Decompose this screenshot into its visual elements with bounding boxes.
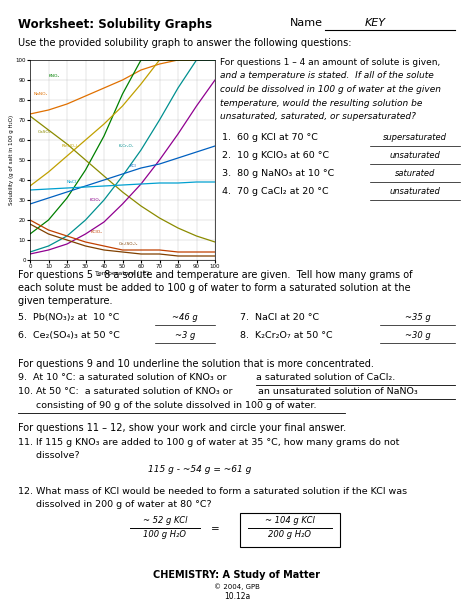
Text: supersaturated: supersaturated bbox=[383, 134, 447, 142]
Text: CHEMISTRY: A Study of Matter: CHEMISTRY: A Study of Matter bbox=[154, 570, 320, 580]
Text: 4.  70 g CaCl₂ at 20 °C: 4. 70 g CaCl₂ at 20 °C bbox=[222, 188, 328, 197]
Text: 12. What mass of KCl would be needed to form a saturated solution if the KCl was: 12. What mass of KCl would be needed to … bbox=[18, 487, 407, 496]
Text: K₂Cr₂O₇: K₂Cr₂O₇ bbox=[119, 144, 134, 148]
Text: =: = bbox=[210, 524, 219, 534]
Text: Ce₂(SO₄)₃: Ce₂(SO₄)₃ bbox=[119, 242, 138, 246]
Text: 2.  10 g KClO₃ at 60 °C: 2. 10 g KClO₃ at 60 °C bbox=[222, 151, 329, 161]
Text: 6.  Ce₂(SO₄)₃ at 50 °C: 6. Ce₂(SO₄)₃ at 50 °C bbox=[18, 331, 120, 340]
Y-axis label: Solubility (g of salt in 100 g H₂O): Solubility (g of salt in 100 g H₂O) bbox=[9, 115, 14, 205]
Text: dissolved in 200 g of water at 80 °C?: dissolved in 200 g of water at 80 °C? bbox=[18, 500, 211, 509]
Text: ~ 52 g KCl: ~ 52 g KCl bbox=[143, 516, 187, 525]
Text: 9.  At 10 °C: a saturated solution of KNO₃ or: 9. At 10 °C: a saturated solution of KNO… bbox=[18, 373, 229, 382]
Text: unsaturated: unsaturated bbox=[390, 188, 440, 197]
Text: dissolve?: dissolve? bbox=[18, 451, 80, 460]
Text: © 2004, GPB: © 2004, GPB bbox=[214, 583, 260, 590]
Text: 10. At 50 °C:  a saturated solution of KNO₃ or: 10. At 50 °C: a saturated solution of KN… bbox=[18, 387, 236, 396]
Text: KEY: KEY bbox=[365, 18, 386, 28]
Text: ~ 104 g KCl: ~ 104 g KCl bbox=[265, 516, 315, 525]
Text: and a temperature is stated.  If all of the solute: and a temperature is stated. If all of t… bbox=[220, 72, 434, 80]
Text: 200 g H₂O: 200 g H₂O bbox=[268, 530, 311, 539]
Text: given temperature.: given temperature. bbox=[18, 296, 112, 306]
Text: 100 g H₂O: 100 g H₂O bbox=[144, 530, 186, 539]
Text: a saturated solution of CaCl₂.: a saturated solution of CaCl₂. bbox=[256, 373, 395, 382]
Text: ~46 g: ~46 g bbox=[172, 313, 198, 322]
Text: consisting of 90 g of the solute dissolved in 100 g of water.: consisting of 90 g of the solute dissolv… bbox=[18, 401, 317, 410]
Text: KClO₃: KClO₃ bbox=[89, 198, 100, 202]
Text: Name: Name bbox=[290, 18, 323, 28]
Text: ~30 g: ~30 g bbox=[405, 331, 430, 340]
Text: unsaturated: unsaturated bbox=[390, 151, 440, 161]
Text: could be dissolved in 100 g of water at the given: could be dissolved in 100 g of water at … bbox=[220, 85, 441, 94]
Bar bbox=[240, 513, 340, 547]
Text: 11. If 115 g KNO₃ are added to 100 g of water at 35 °C, how many grams do not: 11. If 115 g KNO₃ are added to 100 g of … bbox=[18, 438, 400, 447]
Text: NaCl: NaCl bbox=[67, 180, 77, 184]
Text: ~35 g: ~35 g bbox=[405, 313, 430, 322]
X-axis label: Temperature (°C): Temperature (°C) bbox=[95, 270, 150, 276]
Text: an unsaturated solution of NaNO₃: an unsaturated solution of NaNO₃ bbox=[258, 387, 418, 396]
Text: 8.  K₂Cr₂O₇ at 50 °C: 8. K₂Cr₂O₇ at 50 °C bbox=[240, 331, 333, 340]
Text: Pb(NO₃)₂: Pb(NO₃)₂ bbox=[62, 144, 79, 148]
Text: CaSO₄: CaSO₄ bbox=[37, 130, 51, 134]
Text: For questions 11 – 12, show your work and circle your final answer.: For questions 11 – 12, show your work an… bbox=[18, 423, 346, 433]
Text: 10.12a: 10.12a bbox=[224, 592, 250, 601]
Text: 3.  80 g NaNO₃ at 10 °C: 3. 80 g NaNO₃ at 10 °C bbox=[222, 170, 334, 178]
Text: unsaturated, saturated, or supersaturated?: unsaturated, saturated, or supersaturate… bbox=[220, 112, 416, 121]
Text: saturated: saturated bbox=[395, 170, 435, 178]
Text: 115 g - ~54 g = ~61 g: 115 g - ~54 g = ~61 g bbox=[148, 465, 252, 474]
Text: For questions 1 – 4 an amount of solute is given,: For questions 1 – 4 an amount of solute … bbox=[220, 58, 440, 67]
Text: temperature, would the resulting solution be: temperature, would the resulting solutio… bbox=[220, 99, 422, 107]
Text: KCl: KCl bbox=[130, 164, 137, 168]
Text: NaNO₃: NaNO₃ bbox=[34, 92, 48, 96]
Text: KClO₃: KClO₃ bbox=[91, 230, 103, 234]
Text: Worksheet: Solubility Graphs: Worksheet: Solubility Graphs bbox=[18, 18, 212, 31]
Text: 5.  Pb(NO₃)₂ at  10 °C: 5. Pb(NO₃)₂ at 10 °C bbox=[18, 313, 119, 322]
Text: 1.  60 g KCl at 70 °C: 1. 60 g KCl at 70 °C bbox=[222, 134, 318, 142]
Text: ~3 g: ~3 g bbox=[175, 331, 195, 340]
Text: For questions 5 – 8 a solute and temperature are given.  Tell how many grams of: For questions 5 – 8 a solute and tempera… bbox=[18, 270, 412, 280]
Text: Use the provided solubility graph to answer the following questions:: Use the provided solubility graph to ans… bbox=[18, 38, 352, 48]
Text: each solute must be added to 100 g of water to form a saturated solution at the: each solute must be added to 100 g of wa… bbox=[18, 283, 410, 293]
Text: For questions 9 and 10 underline the solution that is more concentrated.: For questions 9 and 10 underline the sol… bbox=[18, 359, 374, 369]
Text: KNO₃: KNO₃ bbox=[48, 74, 60, 78]
Text: 7.  NaCl at 20 °C: 7. NaCl at 20 °C bbox=[240, 313, 319, 322]
